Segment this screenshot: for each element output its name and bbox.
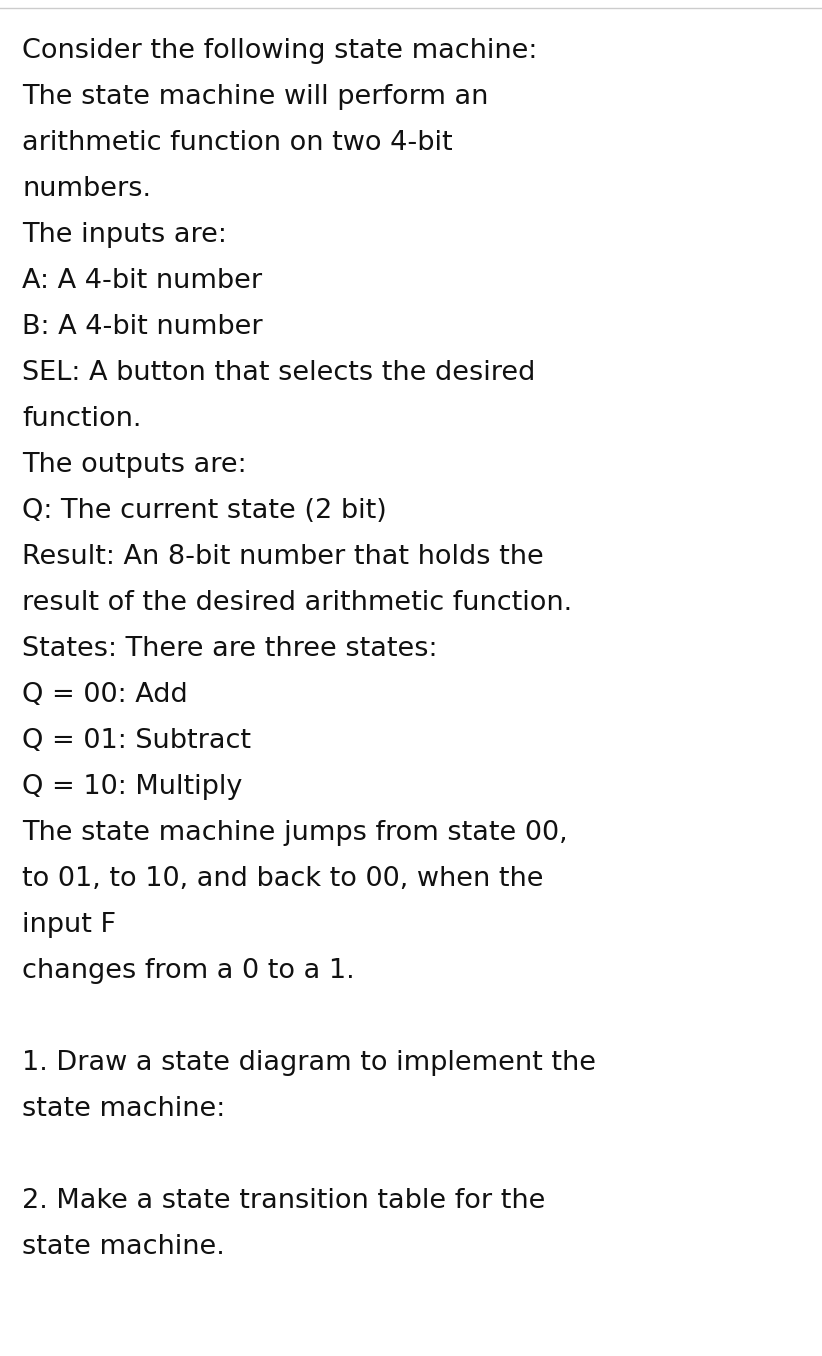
Text: Result: An 8-bit number that holds the: Result: An 8-bit number that holds the <box>22 544 543 570</box>
Text: The outputs are:: The outputs are: <box>22 452 247 479</box>
Text: state machine.: state machine. <box>22 1234 224 1260</box>
Text: changes from a 0 to a 1.: changes from a 0 to a 1. <box>22 957 354 984</box>
Text: arithmetic function on two 4-bit: arithmetic function on two 4-bit <box>22 130 453 156</box>
Text: Q = 01: Subtract: Q = 01: Subtract <box>22 728 251 754</box>
Text: The state machine jumps from state 00,: The state machine jumps from state 00, <box>22 820 568 846</box>
Text: Q: The current state (2 bit): Q: The current state (2 bit) <box>22 498 386 523</box>
Text: to 01, to 10, and back to 00, when the: to 01, to 10, and back to 00, when the <box>22 866 543 892</box>
Text: The state machine will perform an: The state machine will perform an <box>22 84 488 110</box>
Text: The inputs are:: The inputs are: <box>22 222 227 248</box>
Text: A: A 4-bit number: A: A 4-bit number <box>22 268 262 294</box>
Text: result of the desired arithmetic function.: result of the desired arithmetic functio… <box>22 590 572 616</box>
Text: Q = 10: Multiply: Q = 10: Multiply <box>22 774 242 800</box>
Text: States: There are three states:: States: There are three states: <box>22 636 437 662</box>
Text: B: A 4-bit number: B: A 4-bit number <box>22 315 262 340</box>
Text: Consider the following state machine:: Consider the following state machine: <box>22 38 538 64</box>
Text: state machine:: state machine: <box>22 1096 225 1121</box>
Text: 1. Draw a state diagram to implement the: 1. Draw a state diagram to implement the <box>22 1050 596 1077</box>
Text: numbers.: numbers. <box>22 176 151 202</box>
Text: input F: input F <box>22 913 116 938</box>
Text: function.: function. <box>22 405 141 433</box>
Text: Q = 00: Add: Q = 00: Add <box>22 682 187 708</box>
Text: 2. Make a state transition table for the: 2. Make a state transition table for the <box>22 1188 545 1214</box>
Text: SEL: A button that selects the desired: SEL: A button that selects the desired <box>22 359 535 386</box>
